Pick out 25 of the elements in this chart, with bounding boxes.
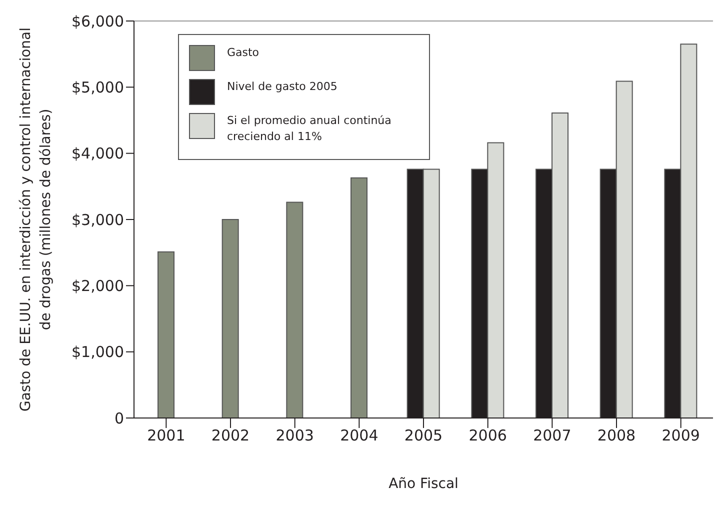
y-tick-label: $3,000 [72,210,124,229]
x-tick-label: 2001 [147,426,186,445]
y-tick-label: $2,000 [72,276,124,295]
x-tick-label: 2006 [468,426,507,445]
x-tick-label: 2002 [211,426,250,445]
x-tick-label: 2005 [404,426,443,445]
bar [158,251,174,418]
legend-label: Si el promedio anual continúa creciendo al 11% [227,113,392,145]
x-axis-title: Año Fiscal [388,476,458,492]
bar [350,177,368,418]
x-tick-label: 2003 [276,426,314,445]
y-tick-label: 0 [114,409,124,428]
bar [222,219,239,418]
y-tick-label: $5,000 [72,78,124,96]
legend-label: Gasto [227,45,260,61]
legend-label: Nivel de gasto 2005 [227,79,338,95]
y-tick-label: $4,000 [72,144,124,163]
x-tick-label: 2007 [533,426,572,445]
y-tick-label: $1,000 [72,343,124,362]
x-tick-label: 2009 [662,426,700,445]
y-tick-label: $6,000 [72,12,124,30]
y-axis-title: Gasto de EE.UU. en interdicción y control internacional de drogas (millones de dólares) [18,27,54,412]
x-tick-label: 2004 [340,426,378,445]
bar [286,202,304,418]
x-tick-label: 2008 [597,426,636,445]
